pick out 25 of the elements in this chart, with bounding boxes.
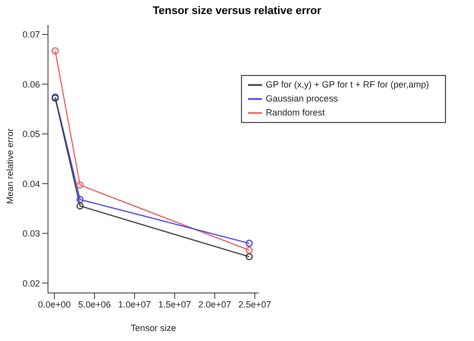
point: [76, 202, 84, 210]
point: [52, 47, 59, 54]
x-tick-label: 2.0e+07: [198, 299, 232, 310]
x-axis-title: Tensor size: [130, 323, 176, 333]
point: [76, 196, 84, 204]
point: [246, 240, 253, 247]
chart-title: Tensor size versus relative error: [152, 5, 322, 17]
x-tick-label: 2.5e+07: [238, 299, 272, 310]
legend-label: Gaussian process: [266, 93, 338, 104]
point: [246, 246, 253, 254]
y-tick-label: 0.04: [22, 178, 40, 189]
legend-label: Random forest: [266, 107, 325, 118]
y-tick-label: 0.05: [22, 129, 40, 140]
point: [246, 253, 253, 260]
y-tick-label: 0.02: [22, 278, 40, 288]
legend-label: GP for (x,y) + GP for t + RF for (per,amp): [266, 79, 429, 90]
y-axis-title: Mean relative error: [5, 128, 16, 204]
y-tick-label: 0.06: [22, 79, 40, 90]
x-tick-label: 1.5e+07: [158, 299, 192, 310]
x-tick-label: 5.0e+06: [78, 299, 111, 310]
x-tick-label: 0.0e+00: [38, 299, 71, 310]
x-tick-label: 1.0e+07: [118, 299, 151, 310]
point: [76, 182, 84, 189]
y-tick-label: 0.07: [22, 30, 40, 40]
y-tick-label: 0.03: [22, 228, 40, 239]
